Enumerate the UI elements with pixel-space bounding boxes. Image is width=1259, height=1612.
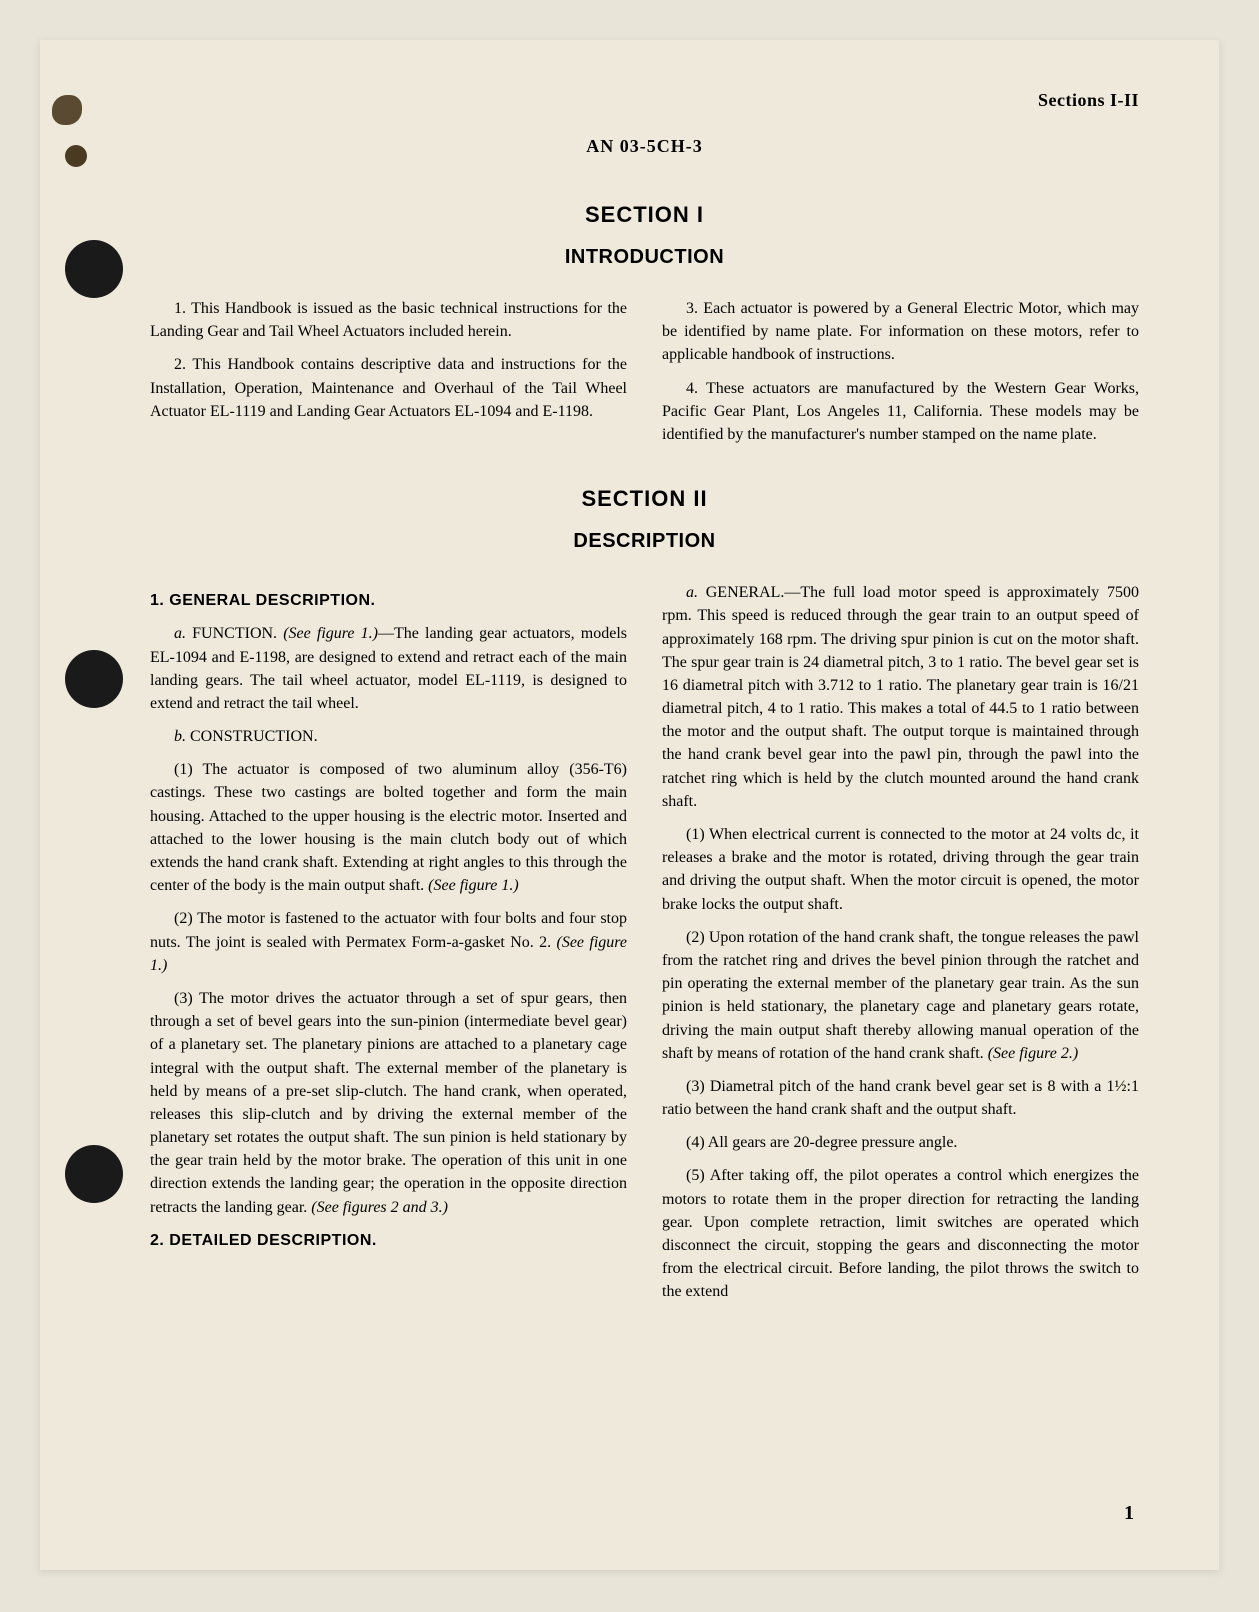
general-paragraph: a. GENERAL.—The full load motor speed is…	[662, 581, 1139, 813]
figure-reference: (See figure 1.)	[428, 877, 518, 894]
figure-reference: (See figure 2.)	[988, 1045, 1078, 1062]
section-1-subtitle: INTRODUCTION	[150, 246, 1139, 269]
para-text: —The full load motor speed is approximat…	[662, 584, 1139, 810]
para-title: CONSTRUCTION.	[190, 728, 318, 745]
para-label: a.	[174, 625, 186, 642]
detail-para-1: (1) When electrical current is connected…	[662, 823, 1139, 916]
detail-para-4: (4) All gears are 20-degree pressure ang…	[662, 1131, 1139, 1154]
detail-para-3: (3) Diametral pitch of the hand crank be…	[662, 1075, 1139, 1121]
para-title: FUNCTION.	[192, 625, 277, 642]
binder-hole	[65, 240, 123, 298]
para-title: GENERAL.	[706, 584, 785, 601]
figure-reference: (See figures 2 and 3.)	[311, 1199, 448, 1216]
document-page: Sections I-II AN 03-5CH-3 SECTION I INTR…	[40, 40, 1219, 1570]
function-paragraph: a. FUNCTION. (See figure 1.)—The landing…	[150, 622, 627, 715]
page-damage-mark	[52, 95, 82, 125]
binder-hole	[65, 1145, 123, 1203]
page-number: 1	[1124, 1502, 1134, 1525]
construction-para-2: (2) The motor is fastened to the actuato…	[150, 907, 627, 977]
detail-para-5: (5) After taking off, the pilot operates…	[662, 1164, 1139, 1303]
para-label: a.	[686, 584, 698, 601]
binder-hole	[65, 650, 123, 708]
section-1-body: 1. This Handbook is issued as the basic …	[150, 297, 1139, 446]
para-text: (1) The actuator is composed of two alum…	[150, 761, 627, 894]
page-damage-mark	[65, 145, 87, 167]
intro-paragraph-2: 2. This Handbook contains descriptive da…	[150, 353, 627, 423]
detail-para-2: (2) Upon rotation of the hand crank shaf…	[662, 926, 1139, 1065]
construction-heading: b. CONSTRUCTION.	[150, 725, 627, 748]
detailed-description-heading: 2. DETAILED DESCRIPTION.	[150, 1229, 627, 1252]
general-description-heading: 1. GENERAL DESCRIPTION.	[150, 589, 627, 612]
document-code: AN 03-5CH-3	[150, 136, 1139, 157]
figure-reference: (See figure 1.)	[283, 625, 378, 642]
para-text: (2) The motor is fastened to the actuato…	[150, 910, 627, 950]
intro-paragraph-1: 1. This Handbook is issued as the basic …	[150, 297, 627, 343]
intro-paragraph-3: 3. Each actuator is powered by a General…	[662, 297, 1139, 367]
section-1-title: SECTION I	[150, 202, 1139, 228]
para-text: (2) Upon rotation of the hand crank shaf…	[662, 929, 1139, 1062]
section-reference: Sections I-II	[150, 90, 1139, 111]
para-text: (3) The motor drives the actuator throug…	[150, 990, 627, 1216]
construction-para-3: (3) The motor drives the actuator throug…	[150, 987, 627, 1219]
construction-para-1: (1) The actuator is composed of two alum…	[150, 758, 627, 897]
section-2-body: 1. GENERAL DESCRIPTION. a. FUNCTION. (Se…	[150, 581, 1139, 1303]
section-2-subtitle: DESCRIPTION	[150, 530, 1139, 553]
para-label: b.	[174, 728, 186, 745]
intro-paragraph-4: 4. These actuators are manufactured by t…	[662, 377, 1139, 447]
section-2-title: SECTION II	[150, 486, 1139, 512]
